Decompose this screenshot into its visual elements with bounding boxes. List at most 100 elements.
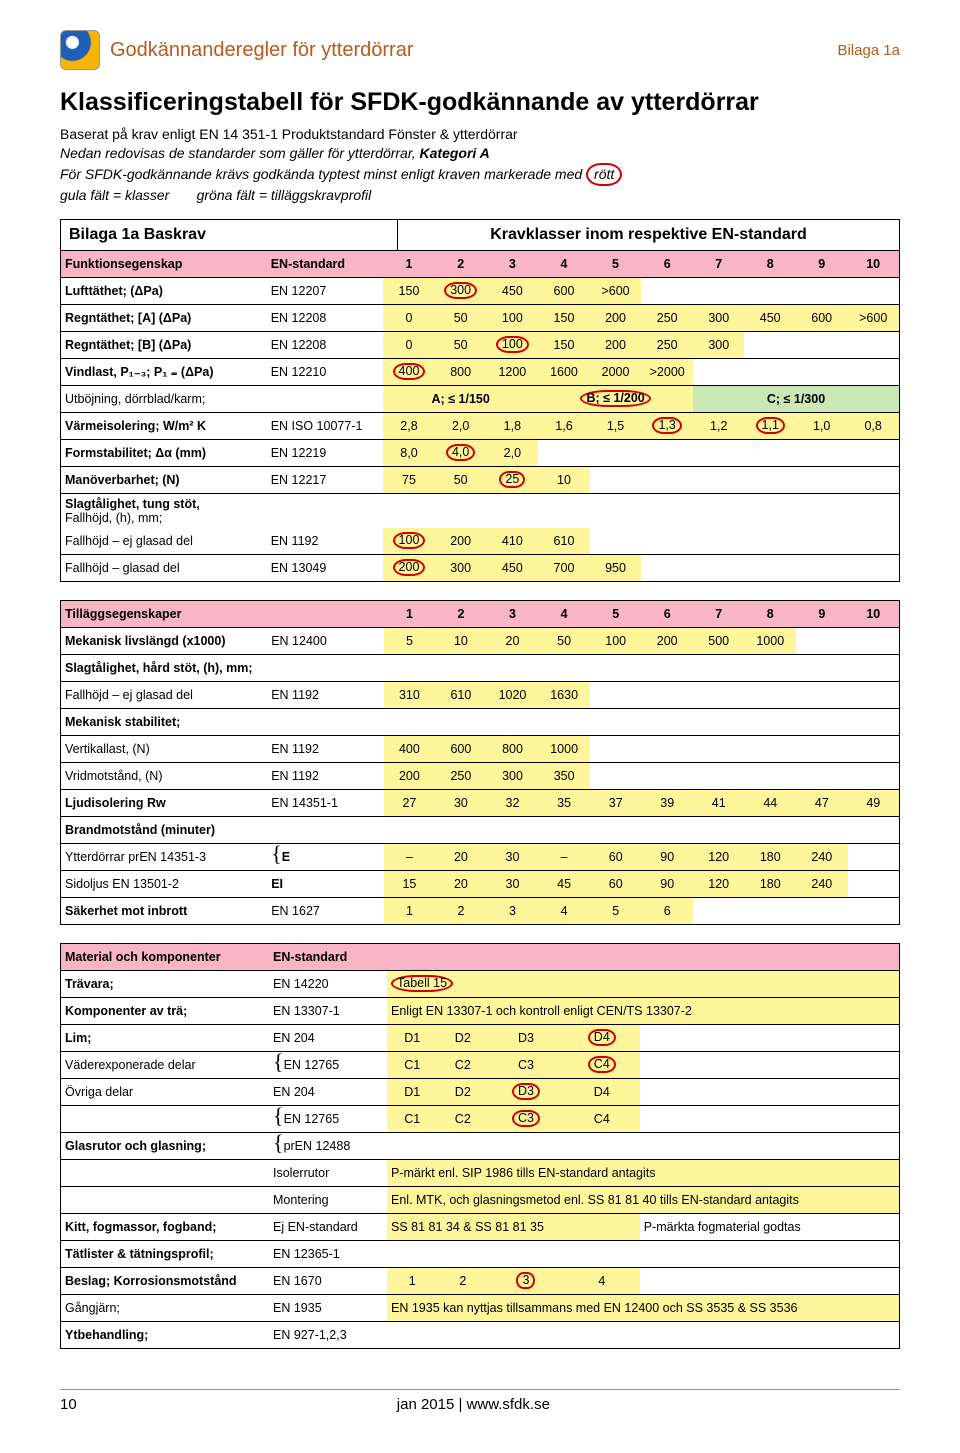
value-cell	[796, 897, 848, 924]
value-cell	[641, 277, 693, 304]
value-cell: 180	[744, 843, 796, 870]
row-std: EN 1192	[267, 681, 383, 708]
row-prop: Värmeisolering; W/m² K	[61, 412, 267, 439]
value-cell: D3	[488, 1024, 564, 1051]
value-cell: D3	[488, 1078, 564, 1105]
value-cell	[693, 439, 744, 466]
value-cell: 200	[641, 627, 693, 654]
value-cell: 150	[538, 331, 590, 358]
value-cell	[744, 735, 796, 762]
value-cell: >2000	[641, 358, 693, 385]
row-prop: Tätlister & tätningsprofil;	[61, 1240, 269, 1267]
row-std: EN 14220	[269, 970, 387, 997]
value-cell: 49	[848, 789, 899, 816]
value-cell: 450	[487, 277, 539, 304]
value-cell	[744, 554, 796, 581]
value-cell: C2	[438, 1051, 489, 1078]
value-cell	[590, 762, 642, 789]
value-cell: 1	[384, 897, 436, 924]
value-cell: 200	[383, 554, 435, 581]
row-std: Ej EN-standard	[269, 1213, 387, 1240]
value-cell	[590, 528, 642, 555]
value-cell: 450	[487, 554, 539, 581]
value-cell	[848, 627, 899, 654]
value-cell: D4	[564, 1024, 640, 1051]
value-cell: 250	[435, 762, 487, 789]
value-cell	[693, 554, 744, 581]
row-std: EN 1192	[267, 762, 383, 789]
row-std: EN 12210	[267, 358, 383, 385]
value-cell: 450	[744, 304, 796, 331]
col-num: 9	[796, 251, 847, 278]
value-cell: 0	[383, 304, 435, 331]
value-cell: D1	[387, 1024, 438, 1051]
row-std	[267, 385, 383, 412]
value-cell	[848, 897, 899, 924]
value-cell: 300	[693, 304, 744, 331]
value-cell: 800	[435, 358, 487, 385]
value-cell: 47	[796, 789, 848, 816]
value-cell: 1020	[487, 681, 539, 708]
value-cell: 50	[435, 331, 487, 358]
value-cell	[693, 358, 744, 385]
value-cell: D2	[438, 1024, 489, 1051]
col-num: 6	[641, 251, 693, 278]
value-cell	[847, 358, 899, 385]
value-cell	[693, 681, 745, 708]
value-cell	[796, 277, 847, 304]
value-cell: 800	[487, 735, 539, 762]
value-cell: C4	[564, 1051, 640, 1078]
row-prop: Fallhöjd – glasad del	[61, 554, 267, 581]
value-cell	[744, 681, 796, 708]
value-cell: 1630	[538, 681, 590, 708]
value-cell: 44	[744, 789, 796, 816]
value-cell	[848, 870, 899, 897]
row-prop: Gångjärn;	[61, 1294, 269, 1321]
value-cell	[693, 466, 744, 493]
value-cell	[744, 358, 796, 385]
value-cell	[744, 439, 796, 466]
value-cell: 35	[538, 789, 590, 816]
value-cell: 10	[435, 627, 487, 654]
row-prop: Ljudisolering Rw	[61, 789, 267, 816]
tillag-section: Tilläggsegenskaper12345678910Mekanisk li…	[60, 600, 900, 925]
col-num: 10	[847, 251, 899, 278]
value-cell	[744, 331, 796, 358]
value-cell: 200	[384, 762, 436, 789]
baskrav-table: FunktionsegenskapEN-standard12345678910L…	[61, 251, 899, 581]
value-cell: 180	[744, 870, 796, 897]
value-cell: 1000	[538, 735, 590, 762]
value-cell: 2	[435, 897, 487, 924]
logo	[60, 30, 100, 70]
value-cell: 300	[435, 277, 487, 304]
value-cell	[847, 528, 899, 555]
row-prop: Glasrutor och glasning;	[61, 1132, 269, 1159]
row-std: Montering	[269, 1186, 387, 1213]
value-cell: 2,8	[383, 412, 435, 439]
intro-line-1: Baserat på krav enligt EN 14 351-1 Produ…	[60, 125, 900, 144]
value-cell: 400	[383, 358, 435, 385]
col-header-std: EN-standard	[267, 251, 383, 278]
row-prop: Vindlast, P₁₋₃; P₁ ₌ (ΔPa)	[61, 358, 267, 385]
intro-block: Baserat på krav enligt EN 14 351-1 Produ…	[60, 125, 900, 205]
value-cell: 60	[590, 870, 642, 897]
value-cell	[847, 554, 899, 581]
row-prop: Formstabilitet; Δα (mm)	[61, 439, 267, 466]
row-std: EN 1627	[267, 897, 383, 924]
value-cell: 90	[641, 843, 693, 870]
value-cell: 1,0	[796, 412, 847, 439]
value-cell	[744, 762, 796, 789]
value-cell	[641, 439, 693, 466]
row-std: EN 1192	[267, 735, 383, 762]
value-cell	[590, 735, 642, 762]
value-cell	[796, 528, 847, 555]
red-word: rött	[586, 163, 622, 186]
row-std: EN 12219	[267, 439, 383, 466]
value-cell	[641, 554, 693, 581]
value-cell: 150	[538, 304, 590, 331]
row-prop: Regntäthet; [A] (ΔPa)	[61, 304, 267, 331]
row-std: EN 13307-1	[269, 997, 387, 1024]
value-cell: C3	[488, 1051, 564, 1078]
col-num: 5	[590, 251, 642, 278]
value-cell: 350	[538, 762, 590, 789]
